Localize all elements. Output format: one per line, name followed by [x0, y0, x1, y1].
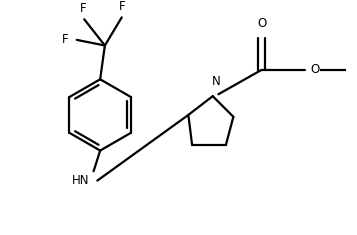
- Text: HN: HN: [71, 174, 89, 187]
- Text: F: F: [62, 33, 68, 46]
- Text: N: N: [212, 75, 221, 88]
- Text: O: O: [257, 17, 266, 31]
- Text: F: F: [119, 0, 126, 13]
- Text: O: O: [310, 63, 320, 76]
- Text: F: F: [80, 2, 87, 15]
